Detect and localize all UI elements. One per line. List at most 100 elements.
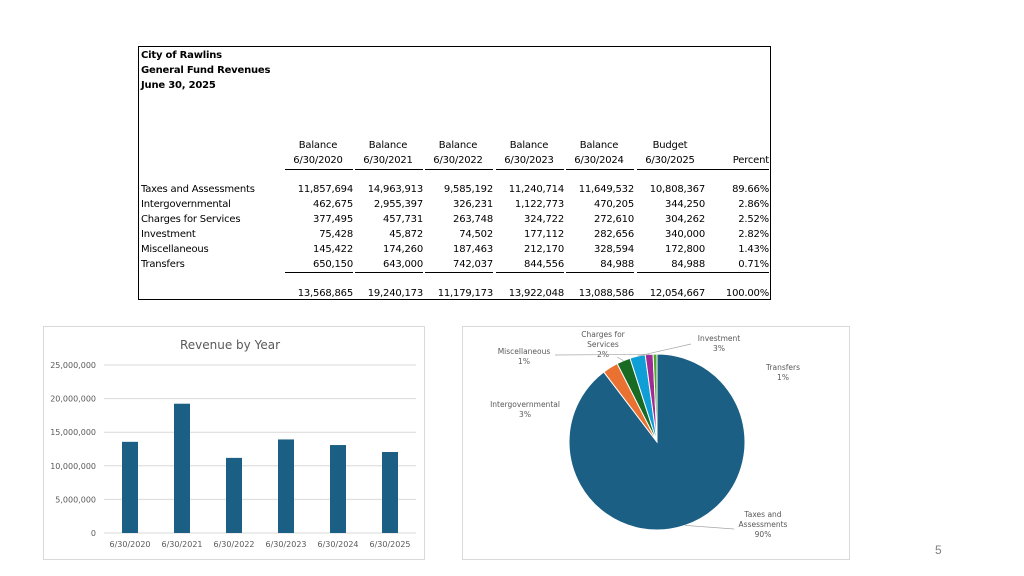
column-header-line2: 6/30/2020 — [293, 155, 343, 166]
bar-6-30-2024 — [330, 445, 346, 533]
table-cell: 187,463 — [453, 244, 493, 255]
pie-label-percent: 90% — [755, 530, 772, 539]
table-cell: 328,594 — [594, 244, 634, 255]
pie-label-name: Taxes and — [743, 510, 781, 519]
header-underline — [496, 169, 564, 170]
column-header-line1: Balance — [579, 140, 619, 151]
row-label: Miscellaneous — [141, 244, 209, 255]
total-cell: 12,054,667 — [649, 288, 705, 299]
table-cell: 2,955,397 — [373, 199, 423, 210]
row-label: Intergovernmental — [141, 199, 231, 210]
pie-label-name: Miscellaneous — [498, 347, 551, 356]
total-underline — [701, 272, 769, 273]
table-cell: 75,428 — [319, 229, 353, 240]
table-cell: 1,122,773 — [514, 199, 564, 210]
y-tick-label: 0 — [91, 529, 96, 538]
y-tick-label: 25,000,000 — [50, 361, 96, 370]
pie-label-name: Charges for — [581, 330, 625, 339]
pie-label-name: Assessments — [739, 520, 788, 529]
bar-6-30-2022 — [226, 457, 242, 533]
pie-slice-transfers — [652, 353, 658, 443]
pie-label-percent: 1% — [518, 357, 530, 366]
table-cell: 14,963,913 — [367, 184, 423, 195]
y-tick-label: 20,000,000 — [50, 395, 96, 404]
table-cell: 84,988 — [600, 259, 634, 270]
header-underline — [355, 169, 423, 170]
revenue-table: City of Rawlins General Fund Revenues Ju… — [138, 46, 771, 300]
table-cell: 174,260 — [383, 244, 423, 255]
x-tick-label: 6/30/2020 — [109, 540, 150, 549]
y-tick-label: 15,000,000 — [50, 428, 96, 437]
column-header-line1: Budget — [652, 140, 688, 151]
total-underline — [285, 272, 353, 273]
table-cell: 462,675 — [313, 199, 353, 210]
row-label: Taxes and Assessments — [141, 184, 255, 195]
header-underline — [425, 169, 493, 170]
table-cell: 145,422 — [313, 244, 353, 255]
total-underline — [425, 272, 493, 273]
table-cell: 304,262 — [665, 214, 705, 225]
bar-chart-svg: Revenue by Year 0 5,000,000 10,000,000 15,00… — [50, 338, 416, 549]
x-tick-label: 6/30/2021 — [161, 540, 202, 549]
total-underline — [637, 272, 705, 273]
revenue-bar-chart: Revenue by Year 0 5,000,000 10,000,000 15,00… — [43, 326, 425, 560]
x-tick-label: 6/30/2024 — [317, 540, 358, 549]
pie-label-percent: 1% — [777, 373, 789, 382]
table-cell: 212,170 — [524, 244, 564, 255]
pie-label-name: Investment — [698, 334, 741, 343]
table-cell: 2.82% — [738, 229, 769, 240]
table-cell: 0.71% — [738, 259, 769, 270]
column-header-line2: 6/30/2022 — [433, 155, 483, 166]
y-tick-label: 10,000,000 — [50, 462, 96, 471]
bar-6-30-2025 — [382, 451, 398, 533]
table-cell: 650,150 — [313, 259, 353, 270]
bar-6-30-2023 — [278, 439, 294, 533]
column-header-line1: Balance — [298, 140, 338, 151]
table-cell: 844,556 — [524, 259, 564, 270]
pie-leader-line — [554, 354, 650, 356]
table-cell: 643,000 — [383, 259, 423, 270]
table-cell: 11,857,694 — [297, 184, 353, 195]
pie-label-percent: 3% — [519, 410, 531, 419]
pie-leader-line — [616, 356, 624, 361]
table-cell: 340,000 — [665, 229, 705, 240]
header-underline — [566, 169, 634, 170]
total-cell: 13,922,048 — [508, 288, 564, 299]
header-underline — [637, 169, 705, 170]
table-cell: 282,656 — [594, 229, 634, 240]
row-label: Investment — [141, 229, 196, 240]
x-tick-label: 6/30/2023 — [265, 540, 306, 549]
total-cell: 13,568,865 — [297, 288, 353, 299]
table-cell: 10,808,367 — [649, 184, 705, 195]
table-cell: 2.52% — [738, 214, 769, 225]
table-cell: 326,231 — [453, 199, 493, 210]
revenue-pie-chart: Taxes and Assessments 90% Intergovernmental… — [462, 326, 850, 560]
table-cell: 742,037 — [453, 259, 493, 270]
table-cell: 84,988 — [671, 259, 705, 270]
x-tick-label: 6/30/2025 — [369, 540, 410, 549]
bar-6-30-2021 — [174, 403, 190, 533]
table-cell: 324,722 — [524, 214, 564, 225]
total-cell: 19,240,173 — [367, 288, 423, 299]
table-cell: 74,502 — [459, 229, 493, 240]
table-cell: 377,495 — [313, 214, 353, 225]
bar-chart-title: Revenue by Year — [180, 338, 280, 352]
column-header-line2: 6/30/2021 — [363, 155, 413, 166]
column-header-line1: Balance — [438, 140, 478, 151]
table-cell: 9,585,192 — [443, 184, 493, 195]
table-cell: 2.86% — [738, 199, 769, 210]
table-cell: 272,610 — [594, 214, 634, 225]
column-header-line2: 6/30/2025 — [645, 155, 695, 166]
pie-leader-line — [685, 525, 735, 530]
pie-label-name: Transfers — [765, 363, 800, 372]
header-underline — [285, 169, 353, 170]
row-label: Transfers — [141, 259, 185, 270]
bar-6-30-2020 — [122, 441, 138, 533]
table-cell: 11,240,714 — [508, 184, 564, 195]
y-tick-label: 5,000,000 — [55, 495, 96, 504]
row-label: Charges for Services — [141, 214, 241, 225]
header-underline — [701, 169, 769, 170]
column-header-line2: 6/30/2023 — [504, 155, 554, 166]
table-cell: 11,649,532 — [578, 184, 634, 195]
